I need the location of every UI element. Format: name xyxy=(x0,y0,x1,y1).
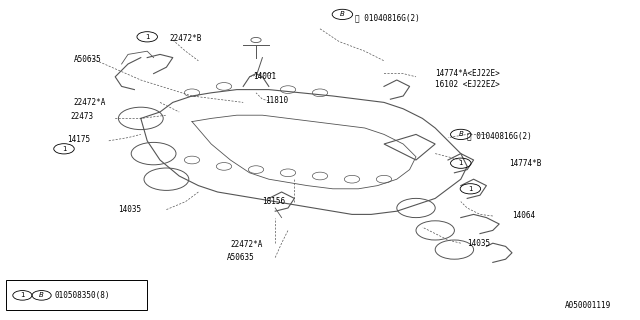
Text: 16102 <EJ22EZ>: 16102 <EJ22EZ> xyxy=(435,80,500,89)
Text: 14064: 14064 xyxy=(512,212,535,220)
Text: 18156: 18156 xyxy=(262,197,285,206)
Text: 22472*A: 22472*A xyxy=(74,98,106,107)
Text: 14774*A<EJ22E>: 14774*A<EJ22E> xyxy=(435,69,500,78)
Text: A050001119: A050001119 xyxy=(565,301,611,310)
Text: 14001: 14001 xyxy=(253,72,276,81)
Text: B: B xyxy=(39,292,44,298)
Text: B: B xyxy=(340,12,345,17)
Text: 1: 1 xyxy=(468,186,473,192)
Text: 14035: 14035 xyxy=(467,239,490,248)
Text: A50635: A50635 xyxy=(227,253,255,262)
Text: 1: 1 xyxy=(145,34,150,40)
Text: 11810: 11810 xyxy=(266,96,289,105)
Text: Ⓑ 01040816G(2): Ⓑ 01040816G(2) xyxy=(467,132,532,140)
Text: 14035: 14035 xyxy=(118,205,141,214)
Text: 22472*B: 22472*B xyxy=(170,34,202,43)
Text: B: B xyxy=(458,132,463,137)
Text: Ⓑ 01040816G(2): Ⓑ 01040816G(2) xyxy=(355,13,420,22)
Text: 22472*A: 22472*A xyxy=(230,240,263,249)
Text: 1: 1 xyxy=(61,146,67,152)
Text: 22473: 22473 xyxy=(70,112,93,121)
Text: 14175: 14175 xyxy=(67,135,90,144)
Text: 010508350(8): 010508350(8) xyxy=(54,291,110,300)
Text: A50635: A50635 xyxy=(74,55,101,64)
FancyBboxPatch shape xyxy=(6,280,147,310)
Text: 1: 1 xyxy=(458,160,463,166)
Text: 1: 1 xyxy=(20,292,25,298)
Text: 14774*B: 14774*B xyxy=(509,159,541,168)
